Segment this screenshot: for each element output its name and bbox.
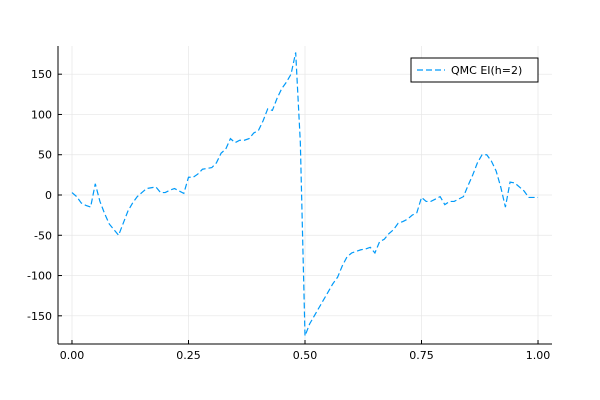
series-line xyxy=(71,52,539,337)
x-tick-label: 1.00 xyxy=(526,349,551,362)
series-lines xyxy=(71,52,539,337)
x-tick-label: 0.25 xyxy=(176,349,201,362)
y-tick-label: 50 xyxy=(38,149,52,162)
x-tick-label: 0.75 xyxy=(409,349,434,362)
y-tick-label: 100 xyxy=(31,108,52,121)
legend-box xyxy=(410,57,539,83)
tick-marks xyxy=(58,73,539,344)
y-tick-label: 150 xyxy=(31,68,52,81)
x-tick-label: 0.00 xyxy=(60,349,85,362)
y-tick-label: -50 xyxy=(34,229,52,242)
legend-entry-label: QMC EI(h=2) xyxy=(451,64,522,77)
y-tick-labels: -150 -100 -50 0 50 100 150 xyxy=(27,68,52,323)
y-tick-label: -100 xyxy=(27,270,52,283)
y-tick-label: -150 xyxy=(27,310,52,323)
x-tick-label: 0.50 xyxy=(293,349,318,362)
y-tick-label: 0 xyxy=(45,189,52,202)
legend: QMC EI(h=2) xyxy=(410,57,539,83)
x-tick-labels: 0.00 0.25 0.50 0.75 1.00 xyxy=(60,349,551,362)
grid-lines xyxy=(58,46,552,344)
